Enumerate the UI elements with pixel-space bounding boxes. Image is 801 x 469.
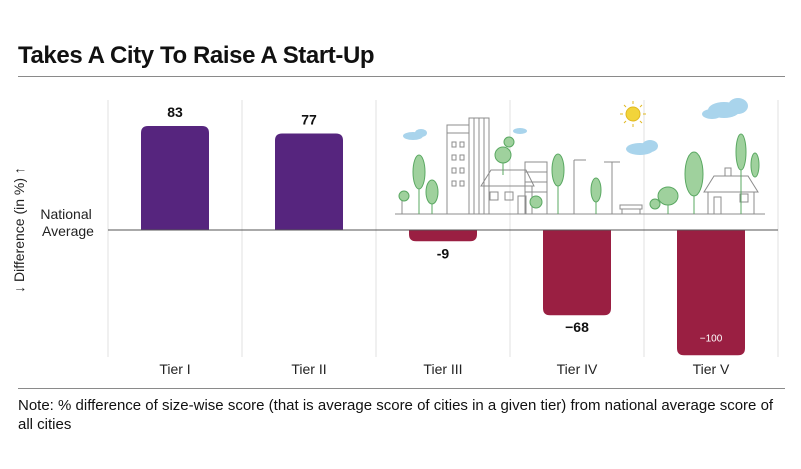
bars xyxy=(141,126,745,356)
data-label: -9 xyxy=(437,245,450,261)
national-average-label: National Average xyxy=(40,206,95,239)
x-tick-label: Tier IV xyxy=(557,361,598,377)
y-axis-label: ↓ Difference (in %) ↑ xyxy=(11,167,27,293)
chart-title: Takes A City To Raise A Start-Up xyxy=(18,42,375,69)
bar-tier-ii xyxy=(275,133,343,230)
bar-tier-iv xyxy=(543,230,611,316)
data-label: 77 xyxy=(301,112,317,128)
bar-tier-i xyxy=(141,126,209,230)
data-label: −68 xyxy=(565,319,589,335)
data-labels: 83 77 -9 −68 −100 xyxy=(167,104,722,344)
data-label: −100 xyxy=(700,333,723,344)
bar-chart: 83 77-9−68−100 Tier I Tier II Tier III Tier … xyxy=(11,98,779,377)
footnote: Note: % difference of size-wise score (t… xyxy=(18,397,774,433)
x-tick-label: Tier I xyxy=(159,361,190,377)
bar-tier-v xyxy=(677,230,745,356)
x-axis-ticks: Tier I Tier II Tier III Tier IV Tier V xyxy=(159,361,730,377)
title-divider xyxy=(18,76,785,77)
x-tick-label: Tier II xyxy=(291,361,326,377)
bar-tier-iii xyxy=(409,230,477,242)
note-divider xyxy=(18,388,785,389)
data-label: 83 xyxy=(167,104,183,120)
sun-icon xyxy=(620,101,646,127)
cloud-icon xyxy=(403,98,748,155)
x-tick-label: Tier V xyxy=(693,361,730,377)
city-skyline-illustration xyxy=(395,98,765,215)
x-tick-label: Tier III xyxy=(423,361,462,377)
